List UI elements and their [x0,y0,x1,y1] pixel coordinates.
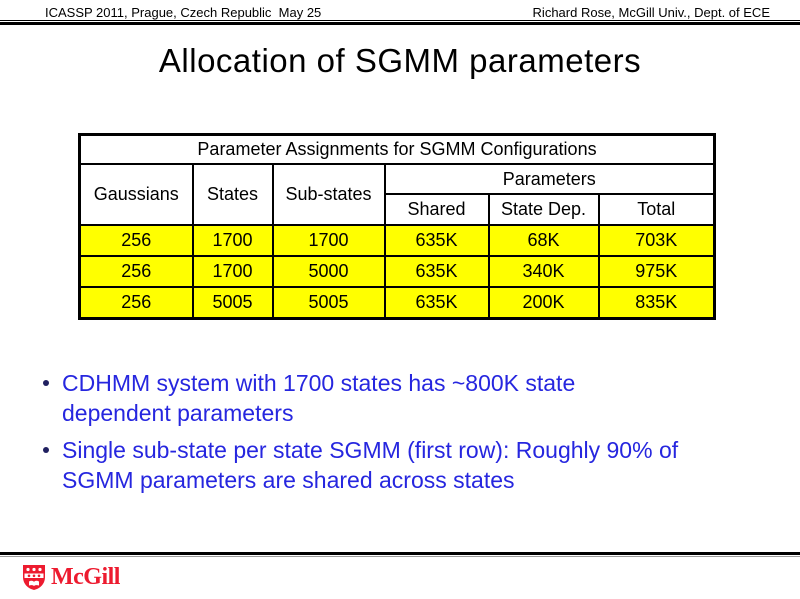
cell-total: 975K [597,255,716,288]
parameters-table: Parameter Assignments for SGMM Configura… [78,133,716,320]
cell-shared: 635K [383,224,490,257]
cell-state-dep: 340K [487,255,600,288]
cell-total: 703K [597,224,716,257]
cell-total: 835K [597,286,716,320]
mcgill-wordmark: McGill [51,564,120,590]
header-rule-thin [0,20,800,21]
cell-state-dep: 68K [487,224,600,257]
col-header-states: States [191,163,274,226]
bullet-list: CDHMM system with 1700 states has ~800K … [38,368,768,502]
col-header-sub-states: Sub-states [271,163,386,226]
table-row: 256 5005 5005 635K 200K 835K [78,286,716,320]
cell-gaussians: 256 [78,255,194,288]
mcgill-shield-icon [22,564,46,591]
table-row: 256 1700 1700 635K 68K 703K [78,224,716,257]
cell-sub-states: 5000 [271,255,386,288]
table-caption-row: Parameter Assignments for SGMM Configura… [78,133,716,165]
bullet-text-line: SGMM parameters are shared across states [62,467,515,493]
cell-states: 1700 [191,255,274,288]
cell-gaussians: 256 [78,286,194,320]
header-rule-thick [0,22,800,25]
cell-shared: 635K [383,286,490,320]
list-item: CDHMM system with 1700 states has ~800K … [38,368,768,428]
footer-rule-thin [0,556,800,557]
table-caption: Parameter Assignments for SGMM Configura… [78,133,716,165]
col-header-state-dep: State Dep. [487,193,600,226]
cell-states: 5005 [191,286,274,320]
col-header-shared: Shared [383,193,490,226]
bullet-dot-icon [43,380,49,386]
cell-shared: 635K [383,255,490,288]
cell-sub-states: 5005 [271,286,386,320]
bullet-text-line: dependent parameters [62,400,294,426]
col-header-total: Total [597,193,716,226]
header-author-text: Richard Rose, McGill Univ., Dept. of ECE [532,5,770,20]
header-conference-text: ICASSP 2011, Prague, Czech Republic May … [45,5,322,20]
bullet-dot-icon [43,447,49,453]
bullet-text-line: Single sub-state per state SGMM (first r… [62,437,679,463]
cell-state-dep: 200K [487,286,600,320]
slide-title: Allocation of SGMM parameters [158,42,642,79]
col-header-gaussians: Gaussians [78,163,194,226]
mcgill-logo: McGill [22,564,120,591]
col-header-parameters-group: Parameters [383,163,716,195]
table-row: 256 1700 5000 635K 340K 975K [78,255,716,288]
cell-states: 1700 [191,224,274,257]
table-header-row-sub: Shared State Dep. Total [80,193,716,226]
list-item: Single sub-state per state SGMM (first r… [38,435,768,495]
cell-sub-states: 1700 [271,224,386,257]
cell-gaussians: 256 [78,224,194,257]
footer-rule-thick [0,552,800,555]
parameters-table-container: Parameter Assignments for SGMM Configura… [78,133,716,320]
table-header-row-top: Gaussians States Sub-states Parameters [78,163,716,226]
bullet-text-line: CDHMM system with 1700 states has ~800K … [62,370,576,396]
